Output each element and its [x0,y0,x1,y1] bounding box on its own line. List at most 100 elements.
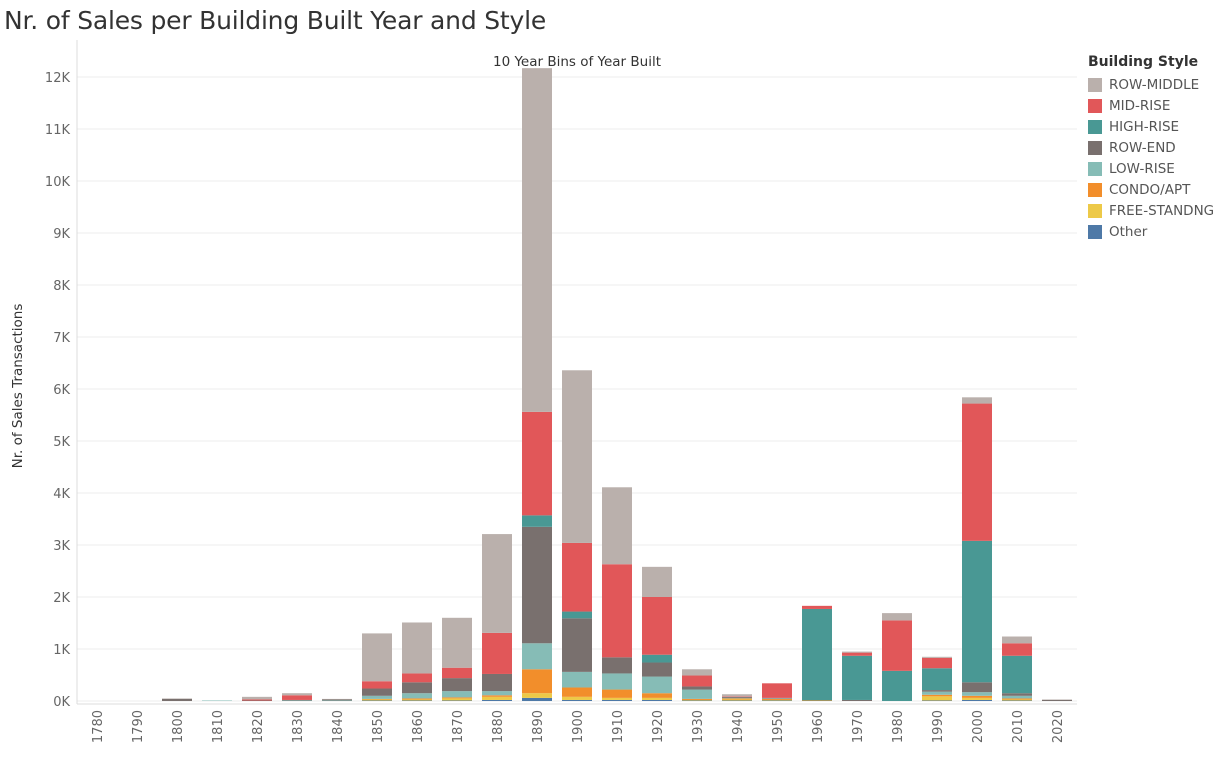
legend-label: CONDO/APT [1109,181,1191,198]
legend-swatch [1088,224,1102,239]
bar-segment-mid-rise [922,657,952,669]
bar-segment-mid-rise [1002,643,1032,656]
bar-segment-free-standng [722,699,752,701]
bar-segment-mid-rise [442,667,472,679]
bar-segment-row-end [442,678,472,692]
legend-item[interactable]: Other [1088,221,1214,242]
legend-item[interactable]: ROW-MIDDLE [1088,74,1214,95]
bar-segment-row-end [682,686,712,690]
bar-segment-row-middle [362,633,392,682]
bar-segment-low-rise [322,700,352,701]
bar-segment-row-middle [322,698,352,700]
bar-segment-high-rise [922,668,952,691]
x-tick-label: 1970 [851,710,866,743]
legend-label: Other [1109,223,1148,240]
bar-segment-mid-rise [522,411,552,516]
bar-segment-row-middle [842,651,872,653]
bar-segment-condo-apt [682,698,712,700]
x-tick-label: 2010 [1011,710,1026,743]
bar-segment-free-standng [522,693,552,698]
bar-segment-other [362,700,392,701]
y-tick-label: 6K [53,383,70,398]
x-tick-label: 1850 [371,710,386,743]
bar-segment-condo-apt [722,698,752,700]
bar-segment-mid-rise [482,632,512,674]
bar-segment-row-middle [482,534,512,633]
bar-segment-other [642,699,672,701]
bar-segment-free-standng [962,697,992,700]
page-title: Nr. of Sales per Building Built Year and… [4,6,547,35]
legend-item[interactable]: CONDO/APT [1088,179,1214,200]
x-tick-label: 1840 [331,710,346,743]
legend-swatch [1088,77,1102,92]
legend-title: Building Style [1088,54,1199,70]
bar-segment-mid-rise [242,699,272,701]
bar-segment-low-rise [602,673,632,690]
x-tick-label: 2020 [1051,710,1066,743]
bar-segment-row-end [282,699,312,701]
bar-segment-other [442,700,472,701]
bar-segment-free-standng [482,696,512,700]
bar-segment-other [962,699,992,701]
x-tick-label: 1980 [891,710,906,743]
bar-segment-other [682,700,712,701]
bar-segment-mid-rise [762,683,792,698]
bar-segment-row-middle [1042,699,1072,700]
bar-segment-condo-apt [762,698,792,700]
bar-segment-high-rise [642,654,672,663]
bar-segment-other [1002,700,1032,701]
bar-segment-mid-rise [842,652,872,656]
bar-segment-row-end [322,699,352,701]
legend-item[interactable]: FREE-STANDNG [1088,200,1214,221]
x-tick-label: 1900 [571,710,586,743]
bar-segment-mid-rise [362,681,392,689]
legend-label: HIGH-RISE [1109,118,1180,135]
legend-item[interactable]: HIGH-RISE [1088,116,1214,137]
bar-segment-low-rise [202,700,232,701]
y-tick-label: 3K [53,539,70,554]
bar-segment-condo-apt [802,700,832,701]
x-tick-label: 1990 [931,710,946,743]
stacked-bar-chart: 10 Year Bins of Year Built Nr. of Sales T… [10,40,1077,743]
bar-segment-row-end [1042,699,1072,701]
legend: Building Style ROW-MIDDLE MID-RISE HIGH-RI… [1088,54,1214,242]
x-tick-label: 1960 [811,710,826,743]
bar-segment-row-end [842,699,872,701]
y-tick-label: 1K [53,643,70,658]
bar-segment-mid-rise [722,696,752,697]
legend-label: MID-RISE [1109,97,1171,114]
bar-segment-mid-rise [642,597,672,655]
bar-segment-mid-rise [962,403,992,541]
legend-swatch [1088,140,1102,155]
bar-segment-row-middle [442,617,472,668]
bar-segment-low-rise [282,700,312,701]
bar-segment-mid-rise [802,605,832,609]
legend-item[interactable]: LOW-RISE [1088,158,1214,179]
legend-swatch [1088,119,1102,134]
bar-segment-condo-apt [922,694,952,697]
bar-segment-row-end [1002,693,1032,696]
legend-label: LOW-RISE [1109,160,1175,177]
legend-item[interactable]: ROW-END [1088,137,1214,158]
x-tick-label: 1940 [731,710,746,743]
x-tick-label: 1890 [531,710,546,743]
bar-segment-row-middle [402,622,432,674]
y-tick-label: 12K [45,71,71,86]
x-tick-label: 1870 [451,710,466,743]
x-tick-label: 1820 [251,710,266,743]
bar-segment-row-end [922,690,952,692]
legend-swatch [1088,203,1102,218]
bar-segment-low-rise [362,695,392,699]
legend-item[interactable]: MID-RISE [1088,95,1214,116]
bar-segment-free-standng [642,697,672,700]
bar-segment-row-middle [882,613,912,621]
bar-segment-free-standng [402,699,432,701]
bar-segment-condo-apt [602,689,632,698]
bar-segment-low-rise [522,643,552,670]
bar-segment-low-rise [682,689,712,699]
bar-segment-row-end [642,662,672,677]
bar-segment-condo-apt [522,669,552,694]
bar-segment-free-standng [602,697,632,700]
legend-label: ROW-END [1109,139,1176,156]
bar-segment-other [522,697,552,701]
